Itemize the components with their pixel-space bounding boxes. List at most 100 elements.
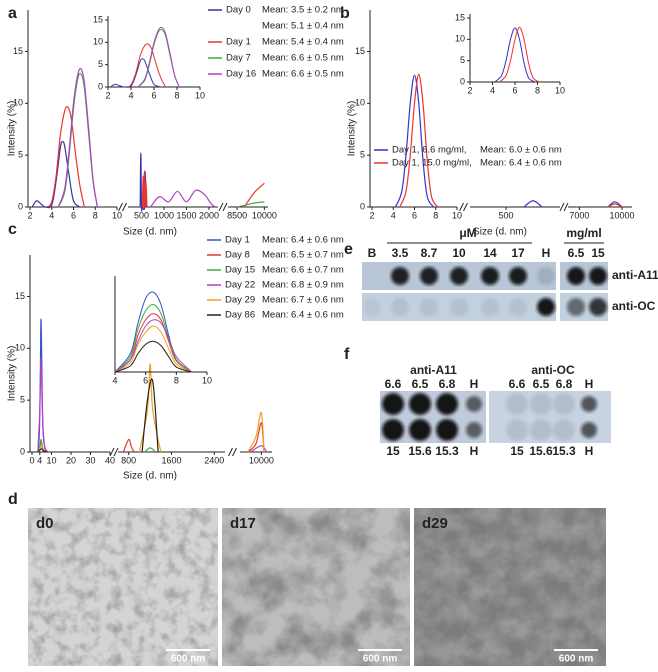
blot-dot: [567, 298, 585, 316]
legend-label: Day 22: [225, 280, 255, 291]
axis-break: [559, 202, 565, 212]
data-line: [37, 358, 268, 453]
blot-dot: [466, 422, 482, 438]
legend-label: Day 1: [225, 235, 250, 246]
data-line: [137, 28, 180, 88]
image-label: d0: [36, 515, 54, 532]
inset-x-tick-label: 10: [555, 85, 565, 95]
y-tick-label: 0: [360, 201, 365, 211]
blot-dot: [509, 267, 527, 285]
inset-y-tick-label: 0: [98, 81, 103, 91]
legend-mean: Mean: 6.7 ± 0.6 nm: [262, 295, 344, 306]
inset-x-tick-label: 4: [128, 90, 133, 100]
column-label: 15: [591, 246, 605, 260]
data-line: [46, 106, 265, 208]
bottom-label: H: [585, 444, 594, 458]
y-tick-label: 5: [18, 150, 23, 160]
inset-y-tick-label: 5: [460, 55, 465, 65]
x-tick-label: 10: [112, 210, 122, 220]
x-tick-label: 10000: [249, 455, 274, 465]
x-tick-label: 500: [134, 210, 149, 220]
panel-letter: f: [344, 346, 350, 363]
legend-label: Day 8: [225, 250, 250, 261]
panel-letter: a: [8, 5, 17, 22]
x-tick-label: 4: [391, 210, 396, 220]
x-tick-label: 6: [412, 210, 417, 220]
blot-dot: [537, 267, 555, 285]
axis-break: [113, 447, 119, 457]
data-line: [57, 67, 217, 208]
blot-dot: [589, 267, 607, 285]
top-label: 6.5: [533, 377, 550, 391]
y-tick-label: 15: [355, 46, 365, 56]
legend-mean: Mean: 6.5 ± 0.7 nm: [262, 250, 344, 261]
inset-x-tick-label: 4: [490, 85, 495, 95]
legend-mean: Mean: 6.4 ± 0.6 nm: [480, 158, 562, 169]
data-line: [37, 378, 159, 453]
x-tick-label: 8500: [227, 210, 247, 220]
legend-mean: Mean: 5.4 ± 0.4 nm: [262, 37, 344, 48]
inset-x-tick-label: 8: [535, 85, 540, 95]
x-tick-label: 2: [27, 210, 32, 220]
unit-label: mg/ml: [566, 226, 601, 240]
y-tick-label: 10: [15, 343, 25, 353]
y-axis-label: Intensity (%): [7, 346, 18, 402]
blot-dot: [409, 393, 431, 415]
column-label: 10: [452, 246, 466, 260]
x-axis-label: Size (d. nm): [123, 227, 177, 238]
tem-texture: [28, 508, 218, 666]
data-line: [126, 43, 166, 88]
inset-x-tick-label: 10: [195, 90, 205, 100]
x-tick-label: 1600: [161, 455, 181, 465]
y-axis-label: Intensity (%): [347, 101, 358, 157]
blot-dot: [450, 267, 468, 285]
x-tick-label: 4: [37, 455, 42, 465]
blot-dot: [506, 419, 528, 441]
y-tick-label: 15: [13, 46, 23, 56]
inset-y-tick-label: 15: [93, 14, 103, 24]
legend-mean: Mean: 6.0 ± 0.6 nm: [480, 145, 562, 156]
x-tick-label: 500: [498, 210, 513, 220]
panel-letter: b: [340, 5, 350, 22]
top-label: H: [470, 377, 479, 391]
inset-y-tick-label: 10: [455, 34, 465, 44]
blot-dot: [409, 419, 431, 441]
inset-x-tick-label: 6: [143, 375, 148, 385]
inset-y-tick-label: 5: [98, 59, 103, 69]
x-axis-label: Size (d. nm): [473, 227, 527, 238]
image-label: d17: [230, 515, 256, 532]
legend-label: Day 16: [226, 69, 256, 80]
blot-dot: [589, 298, 607, 316]
legend-mean: Mean: 6.8 ± 0.9 nm: [262, 280, 344, 291]
axis-break: [228, 447, 233, 457]
legend-mean: Mean: 6.4 ± 0.6 nm: [262, 235, 344, 246]
row-label: anti-OC: [612, 299, 656, 313]
blot-dot: [581, 396, 597, 412]
legend-mean: Mean: 6.6 ± 0.7 nm: [262, 265, 344, 276]
data-line: [37, 438, 156, 453]
top-label: 6.8: [556, 377, 573, 391]
blot-dot: [553, 419, 575, 441]
blot-dot: [581, 422, 597, 438]
data-line: [494, 27, 536, 83]
x-axis-label: Size (d. nm): [123, 471, 177, 482]
bottom-label: 15.6: [529, 444, 553, 458]
x-tick-label: 8: [433, 210, 438, 220]
x-tick-label: 6: [71, 210, 76, 220]
legend-label: Day 15: [225, 265, 255, 276]
tem-texture: [414, 508, 606, 666]
axis-break: [232, 447, 237, 457]
inset-x-tick-label: 6: [151, 90, 156, 100]
blot-dot: [391, 298, 409, 316]
blot-dot: [420, 267, 438, 285]
group-label: anti-A11: [410, 363, 457, 377]
x-tick-label: 2000: [199, 210, 219, 220]
data-line: [110, 58, 162, 88]
x-tick-label: 40: [105, 455, 115, 465]
blot-dot: [436, 419, 458, 441]
column-label: 3.5: [392, 246, 409, 260]
blot-dot: [567, 267, 585, 285]
bottom-label: 15: [386, 444, 400, 458]
y-tick-label: 5: [20, 395, 25, 405]
blot-dot: [391, 267, 409, 285]
